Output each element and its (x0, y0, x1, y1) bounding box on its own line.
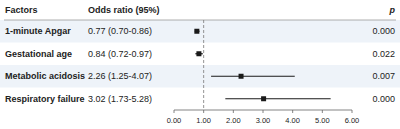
x-tick-label: 4.00 (285, 116, 300, 125)
point-estimate (239, 74, 244, 79)
odds-ratio-label: 3.02 (1.73-5.28) (88, 94, 152, 104)
x-tick (263, 110, 264, 113)
factor-label: Respiratory failure (5, 94, 85, 104)
point-estimate (261, 96, 266, 101)
factor-label: Metabolic acidosis (5, 71, 85, 81)
p-value-label: 0.007 (372, 71, 395, 81)
p-value-label: 0.000 (372, 94, 395, 104)
column-header: Odds ratio (95%) (88, 5, 160, 15)
plot-area (194, 20, 330, 110)
row-band (0, 20, 400, 43)
header-rule (4, 20, 396, 21)
x-tick-label: 3.00 (256, 116, 271, 125)
factor-label: 1-minute Apgar (5, 26, 71, 36)
point-estimate (194, 29, 199, 34)
odds-ratio-label: 2.26 (1.25-4.07) (88, 71, 152, 81)
x-tick (203, 110, 204, 113)
column-header: Factors (5, 5, 38, 15)
x-tick-label: 1.00 (196, 116, 211, 125)
x-tick-label: 2.00 (226, 116, 241, 125)
x-tick (174, 110, 175, 113)
reference-line (203, 20, 204, 110)
forest-chart: Factors Odds ratio (95%) p 1-minute Apgar 0.… (0, 0, 400, 129)
x-tick (352, 110, 353, 113)
x-tick (292, 110, 293, 113)
x-tick-label: 0.00 (167, 116, 182, 125)
x-tick (322, 110, 323, 113)
p-value-label: 0.022 (372, 49, 395, 59)
x-tick-label: 5.00 (315, 116, 330, 125)
confidence-interval (225, 98, 330, 99)
row-band (0, 65, 400, 88)
odds-ratio-label: 0.77 (0.70-0.86) (88, 26, 152, 36)
p-value-label: 0.000 (372, 26, 395, 36)
confidence-interval (211, 76, 295, 77)
odds-ratio-label: 0.84 (0.72-0.97) (88, 49, 152, 59)
factor-label: Gestational age (5, 49, 72, 59)
x-tick-label: 6.00 (345, 116, 360, 125)
x-tick (233, 110, 234, 113)
column-header: p (389, 5, 396, 15)
point-estimate (196, 51, 201, 56)
